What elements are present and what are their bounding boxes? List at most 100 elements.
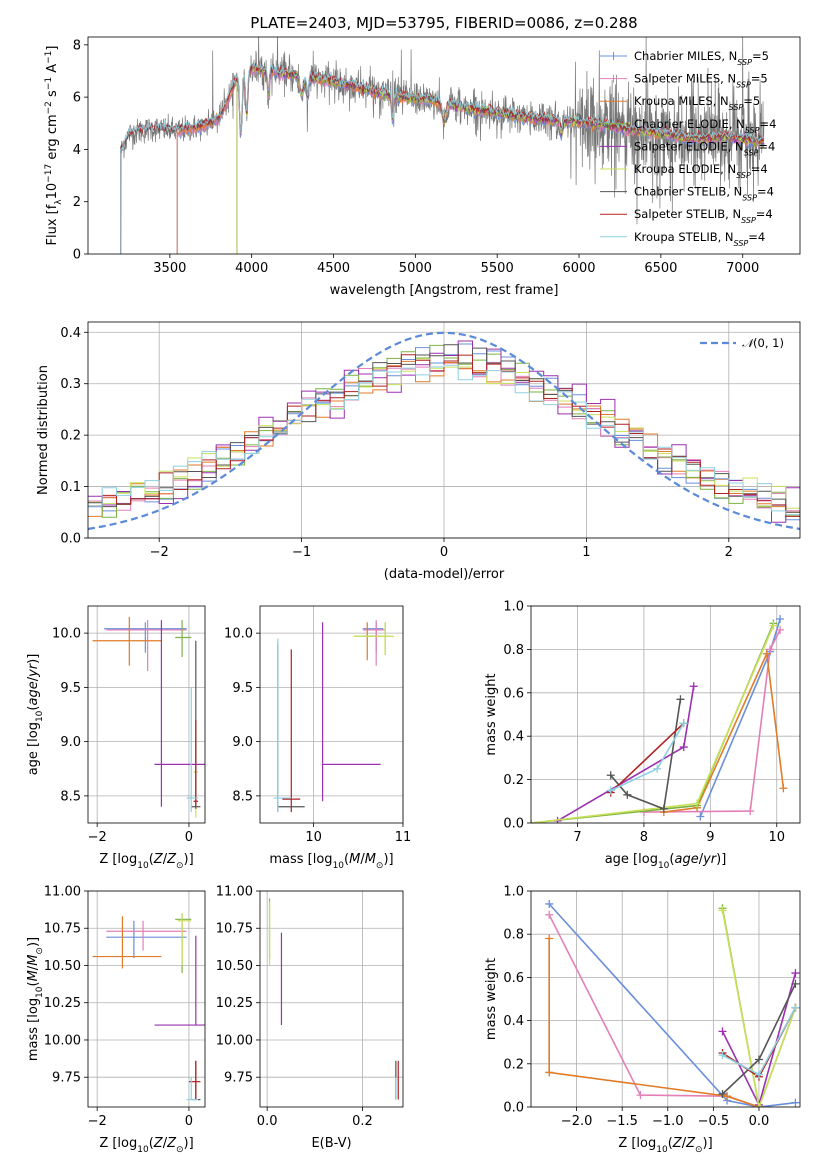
- errorbar-kroupa-miles: [92, 916, 162, 969]
- axes-frame: [259, 605, 404, 824]
- weight-line: [721, 910, 797, 1107]
- weight-point: [653, 764, 662, 773]
- histogram-chabrier-miles: [88, 343, 800, 521]
- spectrum-marks: [120, 37, 765, 254]
- weight-point: [776, 625, 785, 634]
- y-tick-label: 0.4: [503, 730, 524, 745]
- y-tick-label: 10.00: [44, 1033, 81, 1048]
- spectrum-legend: Chabrier MILES, NSSP=5 Salpeter MILES, NS…: [600, 49, 776, 247]
- y-tick-label: 11.00: [44, 885, 81, 900]
- weight-vs-age-panel: 7 8 9 10 0.0 0.2 0.4 0.6 0.8 1.0 age [log10(age/yr…: [484, 600, 801, 871]
- weight-point: [718, 1027, 727, 1036]
- weight-point: [754, 1055, 763, 1064]
- x-axis-label: Z [log10(Z/Z⊙)]: [99, 1136, 193, 1155]
- weight-point: [791, 1003, 800, 1012]
- weight-point: [779, 784, 788, 793]
- errorbar-salpeter-elodie: [154, 620, 205, 807]
- weight-line: [548, 903, 796, 1107]
- weight-point: [679, 743, 688, 752]
- mass_vs_Z-marks: [92, 913, 205, 1101]
- age_vs_mass-marks: [273, 620, 395, 813]
- x-tick-label: 0: [185, 1114, 193, 1129]
- x-tick-label: −1: [292, 545, 311, 560]
- x-axis-label: age [log10(age/yr)]: [605, 852, 727, 871]
- errorbar-kroupa-miles: [92, 616, 162, 666]
- y-tick-label: 0.0: [60, 532, 81, 547]
- weight-point: [545, 899, 554, 908]
- y-tick-label: 6: [73, 91, 81, 106]
- y-tick-label: 9.75: [52, 1071, 81, 1086]
- x-axis-label: mass [log10(M/M⊙)]: [269, 852, 393, 871]
- y-tick-label: 9.5: [60, 681, 81, 696]
- errorbar-salpeter-stelib: [193, 719, 199, 807]
- x-axis-label: (data-model)/error: [384, 567, 505, 582]
- weight-point: [636, 1091, 645, 1100]
- normal-reference-curve: [88, 331, 800, 531]
- legend-entry-kroupa-miles: Kroupa MILES, NSSP=5: [634, 94, 760, 112]
- y-tick-label: 10.75: [216, 922, 253, 937]
- y-tick-label: 10.50: [44, 959, 81, 974]
- x-tick-label: 3500: [153, 261, 186, 276]
- x-tick-label: 6500: [644, 261, 677, 276]
- errorbar-kroupa-elodie: [353, 622, 395, 655]
- errorbar-salpeter-elodie: [154, 935, 205, 1026]
- y-tick-label: 0.4: [503, 1014, 524, 1029]
- y-tick-label: 0.0: [503, 817, 524, 832]
- x-tick-label: 6000: [562, 261, 595, 276]
- y-tick-label: 0.2: [503, 1057, 524, 1072]
- legend-entry-chabrier-elodie: Chabrier ELODIE, NSSP=4: [634, 117, 776, 135]
- x-axis-label: wavelength [Angstrom, rest frame]: [330, 283, 559, 298]
- y-tick-label: 8.5: [60, 789, 81, 804]
- y-tick-label: 10.00: [216, 1033, 253, 1048]
- x-tick-label: 2: [725, 545, 733, 560]
- y-axis-label: mass [log10(M/M⊙)]: [26, 937, 45, 1061]
- errorbar-kroupa-stelib: [186, 687, 199, 813]
- y-tick-label: 9.5: [232, 681, 253, 696]
- axes-frame: [530, 890, 801, 1108]
- residual-histogram-panel: −2 −1 0 1 2 0.0 0.1 0.2 0.3 0.4 𝒩(0, 1) (data-model…: [36, 321, 801, 582]
- legend-entry-normal: 𝒩(0, 1): [742, 336, 784, 350]
- weight-point: [545, 1068, 554, 1077]
- weight-point: [718, 906, 727, 915]
- axes-frame: [259, 890, 404, 1108]
- x-tick-label: −0.5: [698, 1114, 730, 1129]
- weight-point: [766, 645, 775, 654]
- weight_vs_age-marks: [531, 615, 788, 823]
- y-tick-label: 10.50: [216, 959, 253, 974]
- y-tick-label: 10.25: [44, 996, 81, 1011]
- y-tick-label: 9.0: [60, 735, 81, 750]
- mass_vs_ebv-marks: [268, 898, 399, 1100]
- errorbar-salpeter-miles: [106, 620, 187, 672]
- errorbar-kroupa-stelib: [186, 1077, 199, 1101]
- x-tick-label: 10: [768, 830, 785, 845]
- y-axis-label: Flux [fλ10−17 erg cm−2 s−1 A−1]: [44, 46, 64, 246]
- y-axis-label: age [log10(age/yr)]: [26, 654, 45, 776]
- weight-point: [689, 682, 698, 691]
- x-tick-label: 4000: [235, 261, 268, 276]
- residual_hist-axes: −2 −1 0 1 2 0.0 0.1 0.2 0.3 0.4: [60, 321, 801, 560]
- weight-point: [754, 1103, 763, 1107]
- x-tick-label: 4500: [317, 261, 350, 276]
- x-tick-label: −1.5: [606, 1114, 638, 1129]
- axes-frame: [87, 36, 801, 255]
- x-tick-label: −2.0: [561, 1114, 593, 1129]
- y-tick-label: 0.4: [60, 326, 81, 341]
- y-tick-label: 2: [73, 195, 81, 210]
- weight-line: [610, 722, 685, 794]
- x-axis-label: Z [log10(Z/Z⊙)]: [618, 1136, 712, 1155]
- age-vs-mass-panel: 10 11 8.5 9.0 9.5 10.0 mass [log10(M/M⊙)]: [224, 605, 411, 871]
- mass_vs_Z-axes: −2 0 9.75 10.00 10.25 10.50 10.75 11.00: [44, 885, 206, 1129]
- x-tick-label: 7: [573, 830, 581, 845]
- weight_vs_Z-marks: [545, 899, 800, 1107]
- y-tick-label: 0.6: [503, 686, 524, 701]
- spectrum-axes: 3500 4000 4500 5000 5500 6000 6500 7000 0 2 4 6 8: [73, 36, 801, 276]
- histogram-kroupa-stelib: [88, 364, 800, 516]
- weight-point: [754, 1070, 763, 1079]
- x-tick-label: 10: [305, 830, 322, 845]
- weight-line: [663, 650, 785, 813]
- weight-point: [545, 934, 554, 943]
- axes-frame: [530, 605, 801, 824]
- y-tick-label: 0.2: [503, 773, 524, 788]
- x-tick-label: 1: [582, 545, 590, 560]
